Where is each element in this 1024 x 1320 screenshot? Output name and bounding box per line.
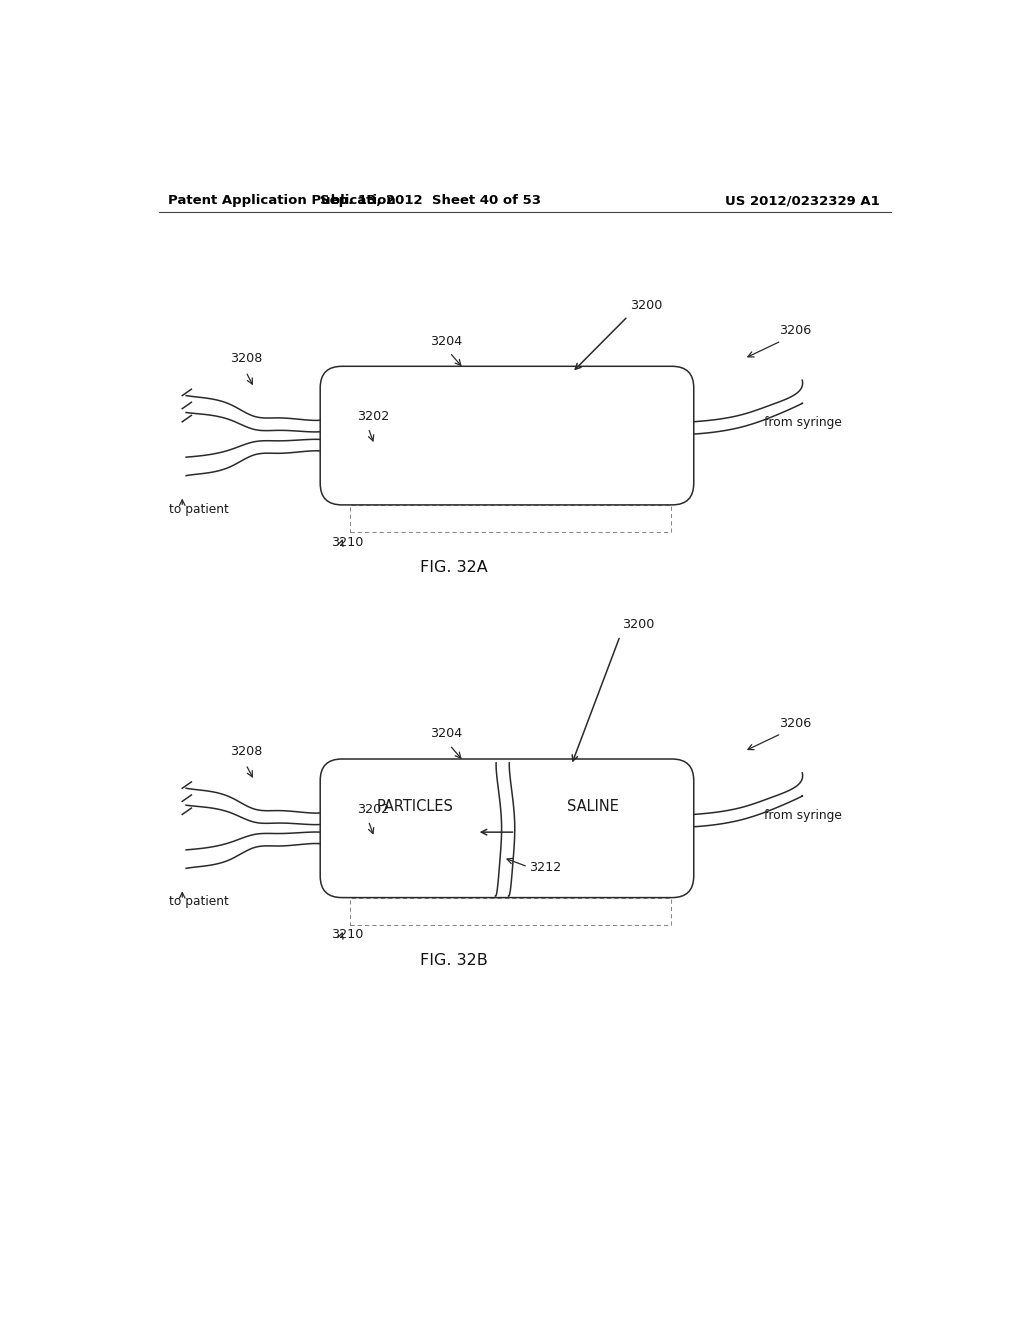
Text: 3204: 3204 <box>430 335 463 347</box>
Text: US 2012/0232329 A1: US 2012/0232329 A1 <box>725 194 880 207</box>
Text: 3202: 3202 <box>356 803 389 816</box>
Text: to patient: to patient <box>169 895 229 908</box>
Text: 3210: 3210 <box>331 536 364 549</box>
Text: 3200: 3200 <box>630 298 663 312</box>
Text: 3208: 3208 <box>230 352 263 366</box>
Text: SALINE: SALINE <box>567 799 618 814</box>
Text: from syringe: from syringe <box>764 416 842 429</box>
Text: 3206: 3206 <box>779 717 811 730</box>
Text: FIG. 32A: FIG. 32A <box>420 560 487 576</box>
Text: Sep. 13, 2012  Sheet 40 of 53: Sep. 13, 2012 Sheet 40 of 53 <box>319 194 541 207</box>
Text: from syringe: from syringe <box>764 809 842 822</box>
Text: 3206: 3206 <box>779 323 811 337</box>
Text: 3208: 3208 <box>230 746 263 758</box>
Text: Patent Application Publication: Patent Application Publication <box>168 194 396 207</box>
Text: 3200: 3200 <box>623 618 654 631</box>
Text: 3202: 3202 <box>356 411 389 424</box>
Bar <box>349 898 671 924</box>
Text: FIG. 32B: FIG. 32B <box>420 953 487 968</box>
Text: 3212: 3212 <box>529 861 562 874</box>
Text: 3204: 3204 <box>430 727 463 741</box>
Text: to patient: to patient <box>169 503 229 516</box>
Text: PARTICLES: PARTICLES <box>376 799 454 814</box>
Text: 3210: 3210 <box>331 928 364 941</box>
Bar <box>349 506 671 532</box>
